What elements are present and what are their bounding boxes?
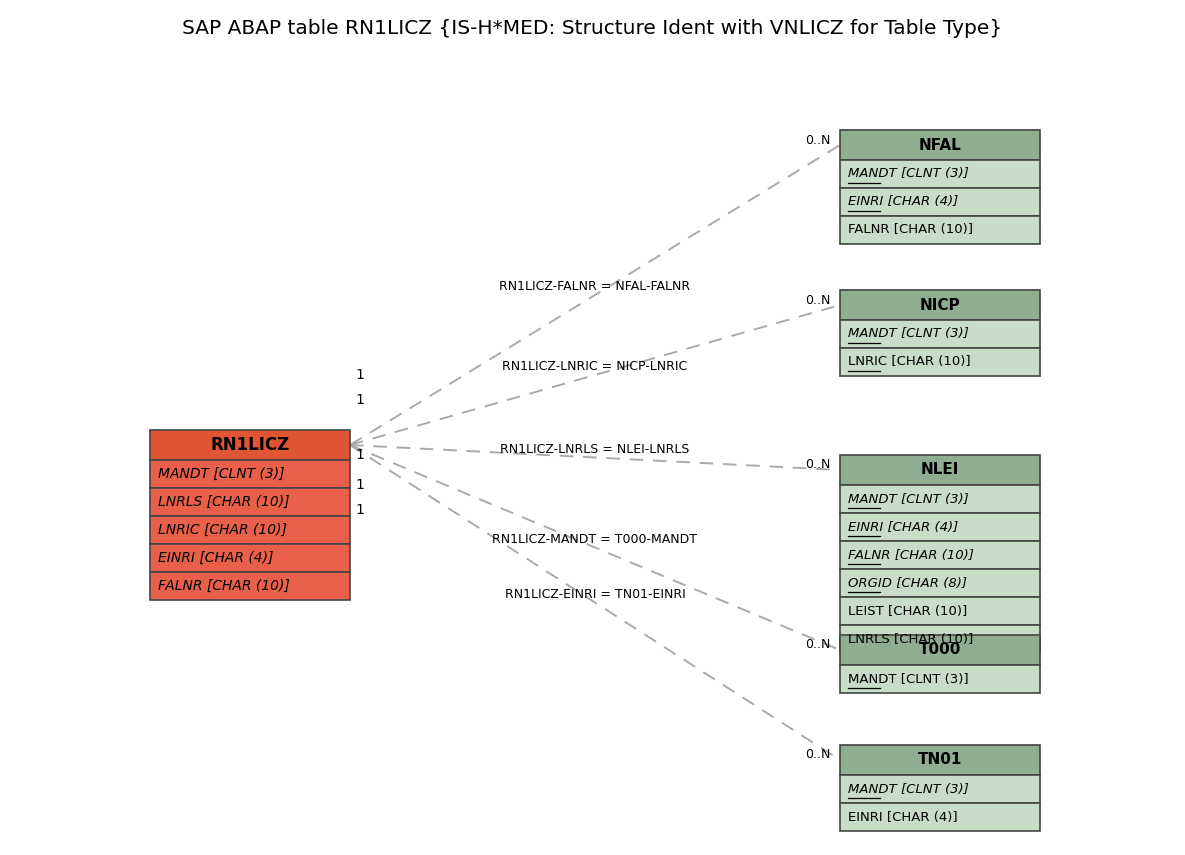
- Text: LNRLS [CHAR (10)]: LNRLS [CHAR (10)]: [158, 495, 289, 509]
- Bar: [150, 488, 350, 516]
- Text: NICP: NICP: [920, 298, 960, 312]
- Bar: [840, 569, 1040, 597]
- Text: MANDT [CLNT (3)]: MANDT [CLNT (3)]: [848, 673, 968, 686]
- Text: 0..N: 0..N: [805, 293, 831, 306]
- Text: T000: T000: [918, 642, 961, 657]
- Bar: [840, 625, 1040, 653]
- Text: LNRLS [CHAR (10)]: LNRLS [CHAR (10)]: [848, 633, 973, 646]
- Text: LNRIC [CHAR (10)]: LNRIC [CHAR (10)]: [158, 523, 287, 537]
- Bar: [840, 485, 1040, 513]
- Text: 0..N: 0..N: [805, 133, 831, 146]
- Text: EINRI [CHAR (4)]: EINRI [CHAR (4)]: [158, 551, 274, 565]
- Text: 1: 1: [356, 503, 365, 517]
- Bar: [840, 130, 1040, 160]
- Bar: [840, 635, 1040, 665]
- Bar: [150, 460, 350, 488]
- Bar: [840, 348, 1040, 376]
- Text: MANDT [CLNT (3)]: MANDT [CLNT (3)]: [848, 327, 969, 340]
- Bar: [840, 513, 1040, 541]
- Text: 0..N: 0..N: [805, 458, 831, 471]
- Bar: [840, 775, 1040, 803]
- Text: 0..N: 0..N: [805, 748, 831, 762]
- Bar: [150, 516, 350, 544]
- Bar: [840, 160, 1040, 188]
- Text: RN1LICZ-FALNR = NFAL-FALNR: RN1LICZ-FALNR = NFAL-FALNR: [499, 280, 691, 293]
- Text: MANDT [CLNT (3)]: MANDT [CLNT (3)]: [848, 782, 969, 795]
- Text: TN01: TN01: [918, 752, 962, 768]
- Bar: [840, 216, 1040, 244]
- Bar: [840, 455, 1040, 485]
- Text: RN1LICZ: RN1LICZ: [211, 436, 289, 454]
- Text: 0..N: 0..N: [805, 639, 831, 652]
- Text: RN1LICZ-EINRI = TN01-EINRI: RN1LICZ-EINRI = TN01-EINRI: [505, 588, 685, 601]
- Bar: [150, 572, 350, 600]
- Text: NFAL: NFAL: [918, 138, 961, 152]
- Bar: [840, 541, 1040, 569]
- Bar: [840, 597, 1040, 625]
- Bar: [840, 803, 1040, 831]
- Text: RN1LICZ-LNRLS = NLEI-LNRLS: RN1LICZ-LNRLS = NLEI-LNRLS: [500, 443, 690, 456]
- Text: EINRI [CHAR (4)]: EINRI [CHAR (4)]: [848, 521, 959, 534]
- Bar: [840, 290, 1040, 320]
- Text: 1: 1: [356, 448, 365, 462]
- Text: ORGID [CHAR (8)]: ORGID [CHAR (8)]: [848, 576, 967, 589]
- Text: LEIST [CHAR (10)]: LEIST [CHAR (10)]: [848, 604, 967, 617]
- Text: RN1LICZ-LNRIC = NICP-LNRIC: RN1LICZ-LNRIC = NICP-LNRIC: [502, 361, 687, 374]
- Text: MANDT [CLNT (3)]: MANDT [CLNT (3)]: [848, 492, 969, 505]
- Text: EINRI [CHAR (4)]: EINRI [CHAR (4)]: [848, 811, 957, 823]
- Text: EINRI [CHAR (4)]: EINRI [CHAR (4)]: [848, 196, 959, 209]
- Text: NLEI: NLEI: [921, 463, 959, 477]
- Bar: [150, 544, 350, 572]
- Text: RN1LICZ-MANDT = T000-MANDT: RN1LICZ-MANDT = T000-MANDT: [493, 533, 698, 546]
- Bar: [840, 745, 1040, 775]
- Bar: [150, 430, 350, 460]
- Text: MANDT [CLNT (3)]: MANDT [CLNT (3)]: [848, 168, 969, 180]
- Text: LNRIC [CHAR (10)]: LNRIC [CHAR (10)]: [848, 356, 971, 369]
- Text: SAP ABAP table RN1LICZ {IS-H*MED: Structure Ident with VNLICZ for Table Type}: SAP ABAP table RN1LICZ {IS-H*MED: Struct…: [182, 19, 1003, 38]
- Text: 1: 1: [356, 393, 365, 407]
- Bar: [840, 320, 1040, 348]
- Text: 1: 1: [356, 368, 365, 382]
- Text: FALNR [CHAR (10)]: FALNR [CHAR (10)]: [848, 549, 974, 562]
- Bar: [840, 188, 1040, 216]
- Text: 1: 1: [356, 478, 365, 492]
- Text: MANDT [CLNT (3)]: MANDT [CLNT (3)]: [158, 467, 284, 481]
- Text: FALNR [CHAR (10)]: FALNR [CHAR (10)]: [158, 579, 290, 593]
- Bar: [840, 665, 1040, 693]
- Text: FALNR [CHAR (10)]: FALNR [CHAR (10)]: [848, 223, 973, 237]
